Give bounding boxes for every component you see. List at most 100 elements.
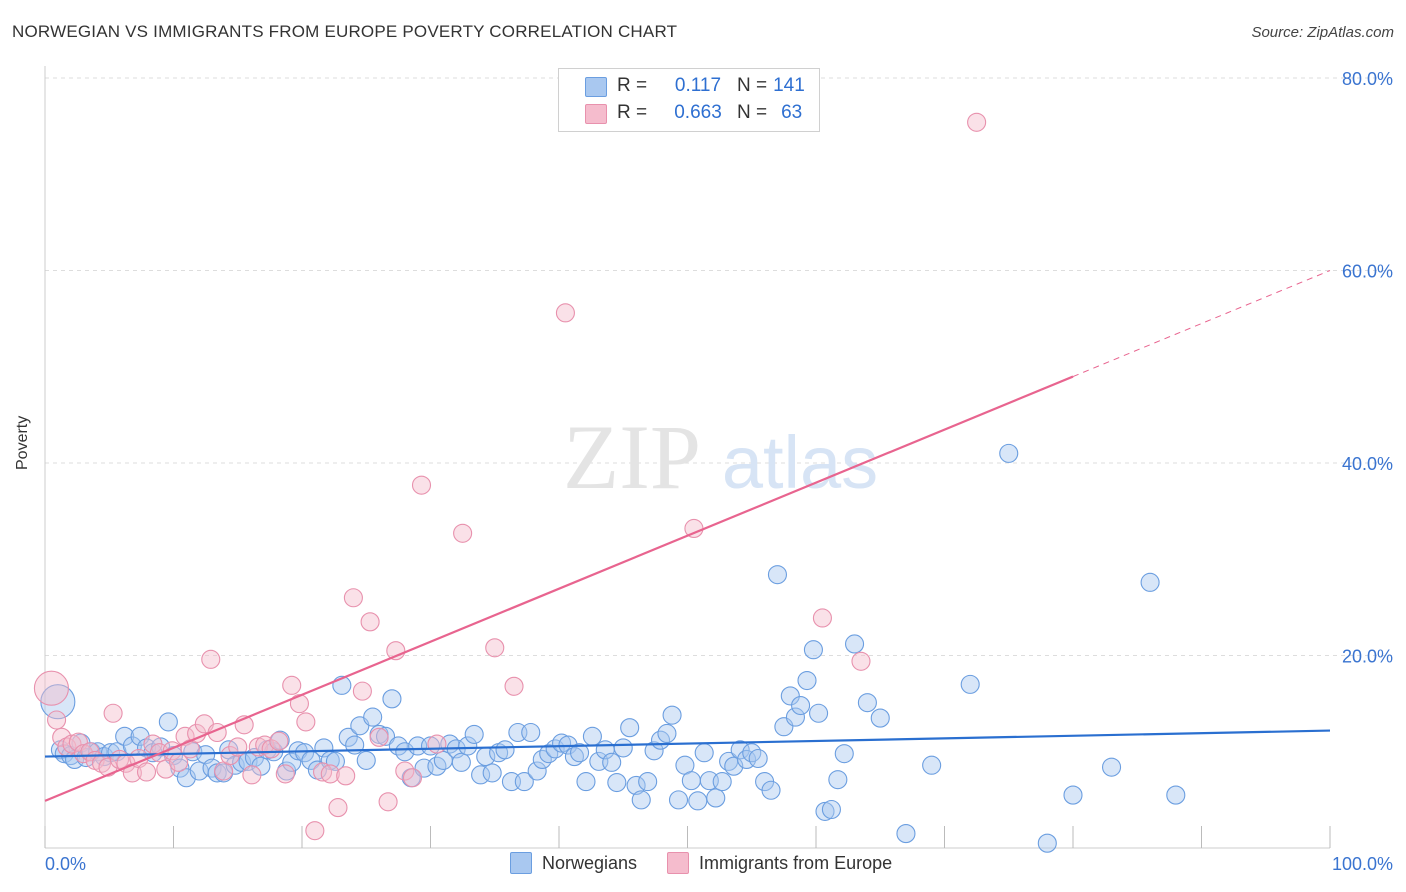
immigrants-point: [103, 703, 123, 723]
axes: [44, 66, 1331, 849]
norwegians-point: [870, 708, 890, 728]
norwegians-point: [681, 771, 701, 791]
norwegians-point: [626, 775, 646, 795]
norwegians-trend-line: [44, 729, 1331, 758]
r-value: 0.117: [674, 75, 722, 96]
norwegians-point: [564, 747, 584, 767]
swatch-blue: [585, 77, 607, 97]
norwegians-point: [158, 712, 178, 732]
watermark-zip: ZIP: [563, 406, 701, 508]
immigrants-point: [242, 765, 262, 785]
norwegians-point: [960, 674, 980, 694]
norwegians-point: [451, 752, 471, 772]
immigrants-point: [313, 762, 333, 782]
r-label: R =: [617, 75, 648, 96]
y-tick-label: 80.0%: [1342, 69, 1393, 89]
n-label: N =: [737, 75, 768, 96]
x-tick-label: 0.0%: [45, 854, 86, 874]
norwegians-point: [420, 736, 441, 756]
norwegians-point: [482, 763, 502, 783]
norwegians-point: [657, 723, 677, 744]
norwegians-point: [527, 761, 547, 781]
norwegians-point: [761, 780, 781, 800]
stats-row-norwegians: R = 0.117 N = 141: [585, 73, 805, 99]
norwegians-point: [821, 799, 841, 820]
immigrants-point: [74, 744, 94, 764]
norwegians-point: [170, 758, 190, 778]
immigrants-point: [269, 731, 289, 751]
norwegians-point: [809, 703, 829, 723]
stats-legend: R = 0.117 N = 141 R = 0.663 N = 63: [558, 68, 820, 132]
norwegians-point: [552, 733, 572, 753]
norwegians-point: [922, 755, 942, 775]
trend-lines: [44, 270, 1331, 802]
stats-row-immigrants: R = 0.663 N = 63: [585, 100, 802, 126]
immigrants-point: [395, 761, 415, 781]
norwegians-point: [999, 443, 1019, 463]
norwegians-point: [1140, 572, 1160, 592]
norwegians-point: [730, 740, 750, 760]
norwegians-point: [815, 801, 835, 821]
immigrants-point: [485, 638, 505, 658]
immigrants-points: [33, 112, 987, 841]
immigrants-point: [228, 737, 248, 757]
norwegians-point: [785, 707, 805, 727]
legend-swatch-blue: [510, 852, 532, 874]
norwegians-point: [582, 726, 602, 746]
norwegians-point: [115, 726, 135, 746]
norwegians-point: [282, 752, 302, 772]
legend-label-immigrants: Immigrants from Europe: [699, 852, 893, 873]
norwegians-point: [1037, 833, 1057, 853]
n-value: 141: [773, 75, 805, 96]
norwegians-point: [668, 790, 689, 810]
immigrants-point: [402, 768, 423, 788]
immigrants-point: [555, 303, 575, 323]
immigrants-point: [360, 612, 380, 632]
grid-lines: [45, 77, 1392, 656]
norwegians-point: [382, 689, 402, 709]
norwegians-point: [767, 565, 788, 585]
immigrants-point: [851, 651, 871, 671]
r-value: 0.663: [674, 102, 722, 123]
norwegians-point: [356, 750, 376, 770]
norwegians-point: [631, 790, 651, 810]
norwegians-point: [620, 718, 640, 738]
tick-labels: 20.0% 40.0% 60.0% 80.0% 0.0% 100.0%: [45, 69, 1393, 874]
immigrants-point: [336, 766, 356, 786]
watermark: ZIP atlas: [563, 406, 878, 508]
norwegians-point: [1102, 757, 1122, 777]
norwegians-point: [338, 727, 358, 747]
norwegians-point: [662, 705, 682, 725]
legend-item-norwegians[interactable]: Norwegians: [510, 852, 637, 874]
norwegians-point: [694, 743, 714, 763]
norwegians-point: [712, 772, 732, 792]
immigrants-point: [275, 764, 295, 784]
immigrants-trend-extension: [1072, 270, 1331, 378]
norwegians-point: [896, 824, 916, 844]
immigrants-point: [305, 821, 325, 841]
immigrants-point: [320, 764, 340, 784]
legend-item-immigrants[interactable]: Immigrants from Europe: [667, 852, 892, 874]
norwegians-point: [1063, 785, 1083, 805]
immigrants-point: [504, 676, 524, 696]
immigrants-point: [328, 798, 348, 818]
source-label: Source: ZipAtlas.com: [1251, 24, 1394, 41]
n-label: N =: [737, 102, 768, 123]
n-value: 63: [781, 102, 803, 123]
y-tick-label: 60.0%: [1342, 262, 1393, 282]
norwegians-point: [638, 772, 658, 792]
norwegians-point: [495, 740, 515, 760]
immigrants-point: [812, 608, 832, 628]
immigrants-point: [136, 762, 157, 782]
immigrants-trend-line: [44, 375, 1074, 802]
norwegians-point: [602, 752, 622, 772]
immigrants-point: [201, 649, 221, 669]
norwegians-point: [514, 772, 534, 792]
norwegians-point: [688, 791, 708, 811]
norwegians-point: [748, 748, 768, 769]
norwegians-point: [521, 722, 541, 743]
watermark-atlas: atlas: [722, 421, 878, 504]
norwegians-point: [375, 726, 396, 746]
norwegians-point: [395, 742, 415, 762]
norwegians-point: [803, 640, 823, 660]
